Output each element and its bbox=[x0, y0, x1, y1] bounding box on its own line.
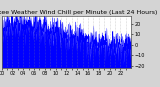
Title: Milwaukee Weather Wind Chill per Minute (Last 24 Hours): Milwaukee Weather Wind Chill per Minute … bbox=[0, 10, 157, 15]
